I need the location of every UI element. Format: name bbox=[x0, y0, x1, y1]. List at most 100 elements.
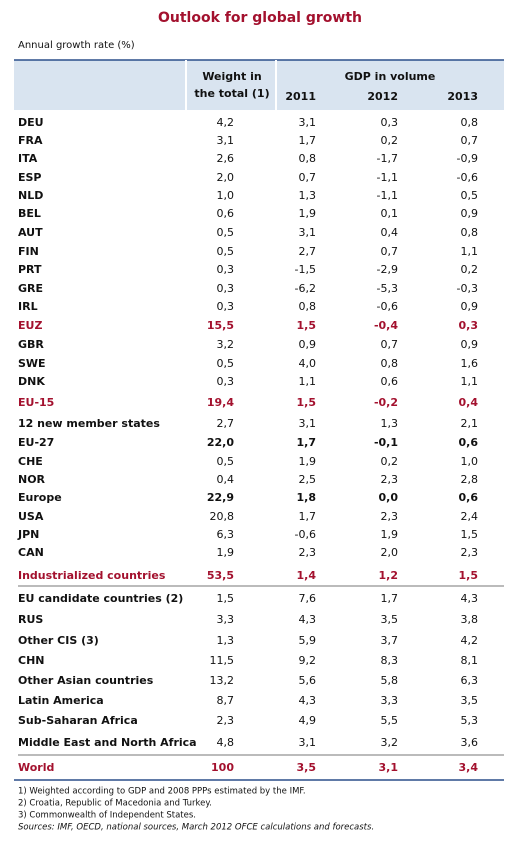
row-label: USA bbox=[18, 510, 44, 523]
cell: 1,6 bbox=[461, 357, 479, 370]
row-label: Sub-Saharan Africa bbox=[18, 714, 138, 727]
subtitle: Annual growth rate (%) bbox=[18, 40, 135, 51]
row-label: AUT bbox=[18, 226, 43, 239]
cell: 1,4 bbox=[297, 569, 317, 582]
row-label: 12 new member states bbox=[18, 417, 160, 430]
cell: 2,7 bbox=[299, 245, 317, 258]
gdp-header: GDP in volume bbox=[345, 70, 436, 83]
year-header: 2012 bbox=[367, 90, 398, 103]
row-label: RUS bbox=[18, 613, 43, 626]
cell: 3,5 bbox=[381, 613, 399, 626]
cell: 3,1 bbox=[217, 134, 235, 147]
cell: 4,0 bbox=[299, 357, 317, 370]
cell: 1,3 bbox=[299, 189, 317, 202]
cell: 2,0 bbox=[217, 171, 235, 184]
cell: 0,6 bbox=[459, 436, 479, 449]
cell: 3,1 bbox=[379, 761, 399, 774]
cell: 3,7 bbox=[381, 634, 399, 647]
cell: 1,8 bbox=[297, 491, 317, 504]
cell: 11,5 bbox=[210, 654, 235, 667]
cell: 6,3 bbox=[461, 674, 479, 687]
cell: 1,3 bbox=[381, 417, 399, 430]
cell: -1,1 bbox=[377, 171, 398, 184]
row-label: EU-15 bbox=[18, 396, 54, 409]
row-label: SWE bbox=[18, 357, 46, 370]
cell: 3,1 bbox=[299, 116, 317, 129]
year-header: 2013 bbox=[447, 90, 478, 103]
cell: 0,8 bbox=[461, 116, 479, 129]
cell: 0,8 bbox=[381, 357, 399, 370]
cell: 0,2 bbox=[381, 455, 399, 468]
cell: 2,8 bbox=[461, 473, 479, 486]
cell: 1,7 bbox=[381, 592, 399, 605]
row-label: Latin America bbox=[18, 694, 104, 707]
cell: 1,7 bbox=[297, 436, 317, 449]
year-header: 2011 bbox=[285, 90, 316, 103]
cell: 1,5 bbox=[297, 319, 317, 332]
title: Outlook for global growth bbox=[158, 10, 362, 26]
cell: 0,5 bbox=[217, 226, 235, 239]
row-label: Middle East and North Africa bbox=[18, 736, 197, 749]
cell: 3,1 bbox=[299, 226, 317, 239]
cell: -0,6 bbox=[295, 528, 316, 541]
cell: 0,8 bbox=[299, 152, 317, 165]
row-label: CHN bbox=[18, 654, 45, 667]
cell: 9,2 bbox=[299, 654, 317, 667]
cell: 3,2 bbox=[381, 736, 399, 749]
cell: -0,9 bbox=[457, 152, 478, 165]
row-label: IRL bbox=[18, 300, 38, 313]
row-label: DNK bbox=[18, 375, 45, 388]
cell: 0,9 bbox=[461, 338, 479, 351]
row-label: ITA bbox=[18, 152, 38, 165]
cell: 5,8 bbox=[381, 674, 399, 687]
cell: 1,1 bbox=[461, 245, 479, 258]
cell: -6,2 bbox=[295, 282, 316, 295]
row-label: GRE bbox=[18, 282, 43, 295]
cell: 0,6 bbox=[381, 375, 399, 388]
cell: 13,2 bbox=[210, 674, 235, 687]
cell: 5,9 bbox=[299, 634, 317, 647]
row-label: NOR bbox=[18, 473, 46, 486]
cell: 22,0 bbox=[207, 436, 234, 449]
cell: 0,9 bbox=[461, 300, 479, 313]
cell: 1,9 bbox=[299, 455, 317, 468]
cell: -0,2 bbox=[374, 396, 398, 409]
cell: 2,3 bbox=[299, 546, 317, 559]
footnote: 2) Croatia, Republic of Macedonia and Tu… bbox=[18, 799, 212, 809]
cell: 20,8 bbox=[210, 510, 235, 523]
cell: 1,9 bbox=[217, 546, 235, 559]
cell: 0,6 bbox=[217, 207, 235, 220]
cell: 0,3 bbox=[381, 116, 399, 129]
cell: 0,1 bbox=[381, 207, 399, 220]
row-label: Other Asian countries bbox=[18, 674, 154, 687]
cell: 0,3 bbox=[217, 375, 235, 388]
cell: 1,1 bbox=[299, 375, 317, 388]
cell: 4,2 bbox=[461, 634, 479, 647]
footnote: 1) Weighted according to GDP and 2008 PP… bbox=[18, 787, 306, 797]
cell: 5,5 bbox=[381, 714, 399, 727]
row-label: GBR bbox=[18, 338, 44, 351]
cell: 1,0 bbox=[217, 189, 235, 202]
cell: 4,2 bbox=[217, 116, 235, 129]
cell: 1,5 bbox=[461, 528, 479, 541]
cell: 2,5 bbox=[299, 473, 317, 486]
cell: -2,9 bbox=[377, 263, 398, 276]
cell: 0,3 bbox=[217, 282, 235, 295]
cell: 7,6 bbox=[299, 592, 317, 605]
cell: 4,8 bbox=[217, 736, 235, 749]
cell: 4,3 bbox=[461, 592, 479, 605]
cell: 4,9 bbox=[299, 714, 317, 727]
cell: 0,9 bbox=[461, 207, 479, 220]
cell: 0,0 bbox=[379, 491, 399, 504]
cell: 0,7 bbox=[381, 338, 399, 351]
row-label: CAN bbox=[18, 546, 44, 559]
cell: 100 bbox=[211, 761, 234, 774]
row-label: CHE bbox=[18, 455, 43, 468]
cell: 1,5 bbox=[217, 592, 235, 605]
cell: 3,1 bbox=[299, 736, 317, 749]
cell: -0,4 bbox=[374, 319, 398, 332]
cell: -0,3 bbox=[457, 282, 478, 295]
cell: 0,8 bbox=[299, 300, 317, 313]
